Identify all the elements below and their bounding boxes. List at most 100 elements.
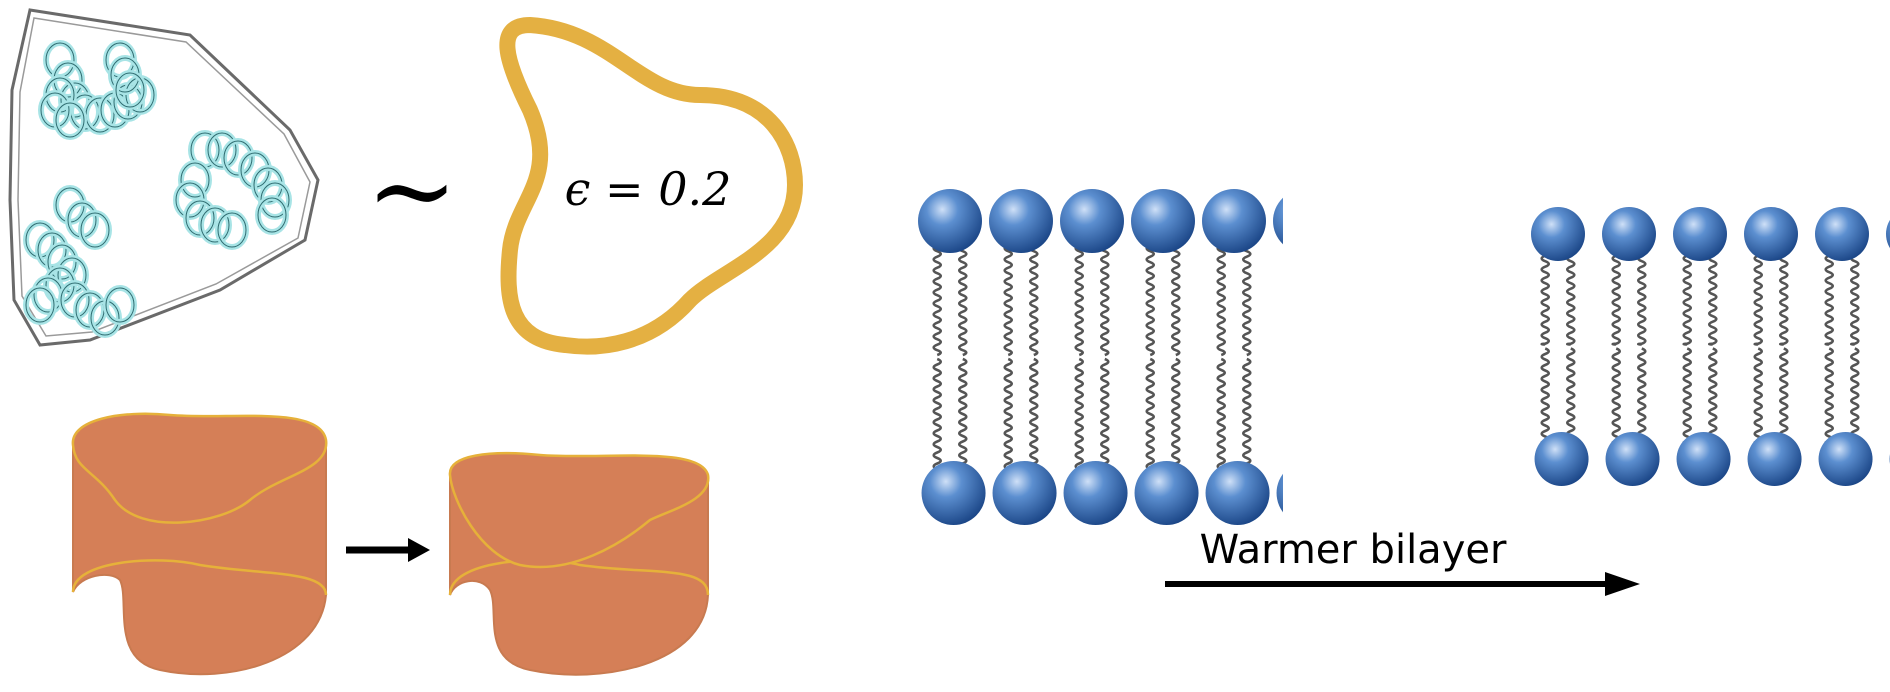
protein-hull-outline: [8, 8, 320, 347]
lipid-tail: [1216, 357, 1227, 476]
helix-ring-outline: [25, 287, 55, 323]
lipid-head: [918, 189, 982, 253]
lipid-head: [1276, 473, 1283, 513]
helix-ring-outline: [223, 140, 253, 176]
lipid-heads-bottom-thick: [921, 461, 1283, 525]
lipid-tail: [1682, 347, 1692, 445]
lipid-tail: [1611, 248, 1621, 346]
helix-ring-outline: [200, 207, 230, 243]
lipid-tail: [1029, 357, 1039, 476]
bilayer-thick: [918, 189, 1321, 525]
protein-structure: [8, 8, 320, 347]
trefoil-outline: [499, 17, 803, 355]
lipid-tail: [1289, 240, 1296, 355]
lipid-tails-thick: [932, 238, 1321, 476]
cylinder-before-top: [71, 412, 328, 524]
lipid-tail: [1824, 248, 1834, 346]
lipid-tail: [1565, 248, 1576, 346]
lipid-head: [1886, 219, 1890, 249]
lipid-head: [1676, 432, 1731, 486]
helix-ring-outline: [80, 212, 110, 248]
lipid-tail: [1100, 238, 1110, 357]
lipid-head: [921, 461, 986, 525]
epsilon-label: ϵ = 0.2: [565, 162, 732, 216]
lipid-tail: [1707, 347, 1718, 445]
lipid-head: [1063, 461, 1128, 525]
helix-ring-outline: [180, 162, 210, 198]
helix-ring-outline: [55, 102, 85, 138]
tilde-symbol: ∼: [366, 126, 458, 254]
lipid-tail: [1100, 357, 1110, 476]
lipid-tail: [1540, 248, 1550, 346]
lipid-tail: [958, 357, 968, 476]
lipid-head: [992, 461, 1057, 525]
lipid-tail: [958, 238, 968, 357]
lipid-head: [1818, 432, 1873, 486]
lipid-tail: [1849, 248, 1860, 346]
lipid-head: [1673, 207, 1727, 261]
lipid-tail: [1682, 248, 1692, 346]
lipid-tail: [1171, 238, 1181, 357]
lipid-tail: [1029, 238, 1039, 357]
lipid-heads-bottom-thin: [1534, 432, 1890, 486]
lipid-head: [1202, 189, 1266, 253]
helix-coils: [23, 40, 292, 338]
helix-ring-outline: [257, 197, 287, 233]
lipid-tail: [1216, 238, 1227, 357]
lipid-tail: [1753, 248, 1763, 346]
lipid-head: [1534, 432, 1589, 486]
lipid-head: [1205, 461, 1270, 525]
lipid-head: [1605, 432, 1660, 486]
lipid-tail: [1242, 357, 1252, 476]
cylinder-before-bottom-rim: [71, 559, 328, 596]
cylinder-after-top: [448, 451, 710, 569]
lipid-head: [1060, 189, 1124, 253]
helix-ring-outline: [37, 232, 67, 268]
lipid-tail: [1636, 248, 1647, 346]
lipid-tail: [1074, 357, 1085, 476]
lipid-head: [1134, 461, 1199, 525]
lipid-head: [1273, 197, 1283, 245]
lipid-tail: [1636, 347, 1647, 445]
protein-hull-inner: [17, 17, 311, 337]
lipid-head: [1744, 207, 1798, 261]
lipid-head: [1131, 189, 1195, 253]
lipid-tail: [1145, 238, 1156, 357]
helix-ring-outline: [115, 72, 145, 108]
lipid-tail: [1824, 347, 1834, 445]
lipid-tail: [1289, 359, 1296, 474]
lipid-tail: [1565, 347, 1576, 445]
lipid-tail: [1314, 240, 1321, 355]
lipid-head: [1531, 207, 1585, 261]
warmer-bilayer-arrow: [1165, 572, 1640, 596]
lipid-head: [1815, 207, 1869, 261]
helix-ring-outline: [217, 212, 247, 248]
lipid-heads-top-thin: [1531, 207, 1890, 261]
lipid-heads-top-thick: [918, 189, 1283, 253]
lipid-tail: [1849, 347, 1860, 445]
transition-arrow: [346, 538, 430, 562]
lipid-tail: [1145, 357, 1156, 476]
lipid-tail: [1003, 357, 1014, 476]
lipid-tail: [1611, 347, 1621, 445]
helix-ring-outline: [105, 287, 135, 323]
lipid-tail: [1778, 347, 1789, 445]
cylinder-after: [448, 451, 710, 676]
cylinder-after-bottom-rim: [448, 559, 710, 596]
lipid-tail: [1314, 359, 1321, 474]
warmer-bilayer-label: Warmer bilayer: [1200, 527, 1507, 573]
lipid-tail: [1171, 357, 1181, 476]
lipid-tail: [1753, 347, 1763, 445]
lipid-head: [989, 189, 1053, 253]
helix-ring-outline: [47, 244, 77, 280]
lipid-tail: [1540, 347, 1550, 445]
cylinder-before: [71, 412, 328, 676]
bilayer-thin: [1531, 207, 1890, 486]
lipid-head: [1602, 207, 1656, 261]
lipid-tail: [1707, 248, 1718, 346]
lipid-tails-thin: [1540, 248, 1860, 445]
helix-ring-outline: [207, 132, 237, 168]
lipid-tail: [1074, 238, 1085, 357]
lipid-tail: [1778, 248, 1789, 346]
